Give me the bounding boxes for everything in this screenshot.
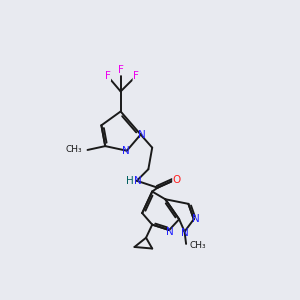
Text: H: H — [126, 176, 134, 186]
Text: CH₃: CH₃ — [65, 146, 82, 154]
Text: N: N — [192, 214, 200, 224]
Text: N: N — [166, 226, 174, 237]
Text: F: F — [133, 71, 139, 81]
Text: N: N — [181, 228, 188, 238]
Text: CH₃: CH₃ — [189, 241, 206, 250]
Text: O: O — [173, 175, 181, 185]
Text: N: N — [134, 176, 142, 186]
Text: N: N — [138, 130, 145, 140]
Text: F: F — [105, 71, 110, 81]
Text: F: F — [118, 65, 124, 75]
Text: N: N — [122, 146, 130, 156]
